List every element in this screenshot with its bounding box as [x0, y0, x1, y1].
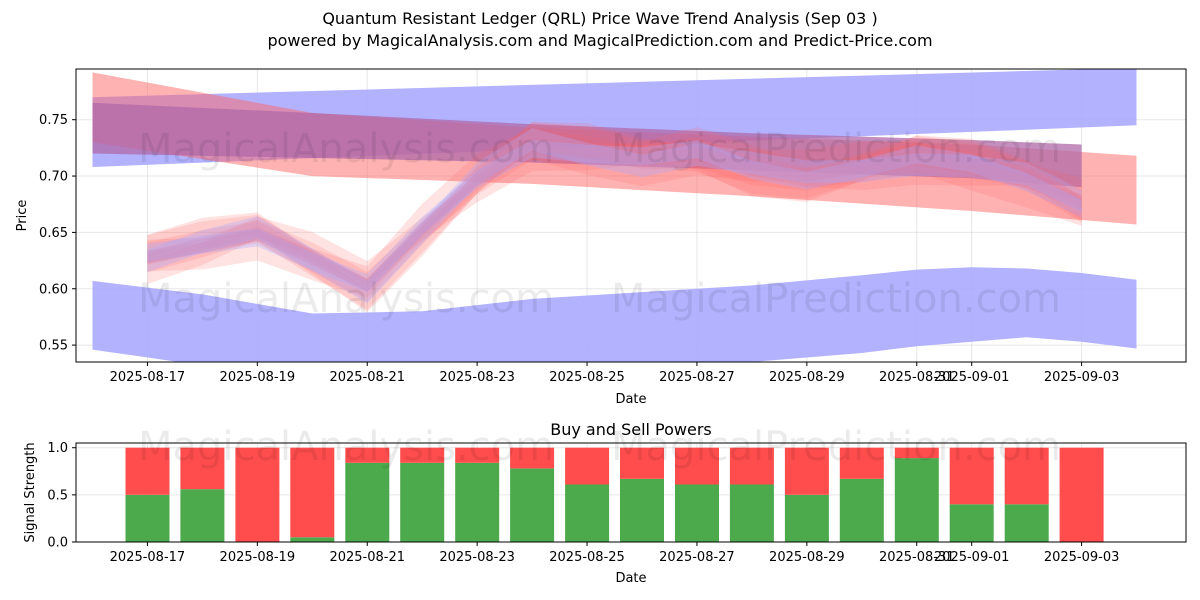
price-axes-frame [75, 68, 1187, 363]
signal-x-axis-label: Date [615, 571, 646, 586]
price-wave-blue-strand [147, 128, 1082, 304]
x-tick-label: 2025-09-03 [1044, 550, 1120, 565]
x-tick-label: 2025-08-27 [659, 370, 735, 385]
sell-bar [235, 447, 280, 542]
buy-bar [839, 478, 884, 542]
price-wave-strand [147, 129, 1082, 302]
sell-bar [784, 447, 829, 495]
buy-bar [1004, 504, 1049, 542]
x-tick-label: 2025-08-29 [769, 370, 845, 385]
price-x-axis: 2025-08-17 2025-08-19 2025-08-21 2025-08-23… [110, 362, 1120, 385]
buy-bar [125, 494, 170, 542]
price-wave-strand [147, 137, 1082, 292]
price-waves [147, 121, 1082, 313]
buy-bar [675, 484, 719, 542]
sell-bar [1059, 447, 1104, 542]
sell-bar [290, 447, 335, 538]
buy-bar [290, 537, 335, 542]
buy-bar [345, 462, 390, 542]
x-tick-label: 2025-08-17 [110, 550, 186, 565]
sell-bar [510, 447, 555, 469]
chart-title: Quantum Resistant Ledger (QRL) Price Wav… [322, 9, 878, 28]
x-tick-label: 2025-08-25 [549, 370, 625, 385]
buy-bar [180, 489, 225, 542]
buy-bar [400, 462, 445, 542]
y-tick-label: 0.65 [39, 226, 68, 241]
buy-bar [949, 504, 994, 542]
watermark-prediction: MagicalPrediction.com [611, 424, 1061, 470]
x-tick-label: 2025-08-23 [439, 370, 515, 385]
x-tick-label: 2025-08-21 [329, 370, 405, 385]
sell-bar [839, 447, 884, 479]
sell-bar [729, 447, 774, 485]
y-tick-label: 0.5 [47, 488, 68, 503]
buy-bar [729, 484, 774, 542]
x-tick-label: 2025-08-19 [220, 550, 296, 565]
signal-y-axis: 0.0 0.5 1.0 [47, 441, 76, 551]
x-tick-label: 2025-08-25 [549, 550, 625, 565]
watermark-analysis: MagicalAnalysis.com [138, 126, 554, 172]
sell-bar [125, 447, 170, 495]
price-x-axis-label: Date [615, 392, 646, 407]
buy-bar [565, 484, 610, 542]
buy-bar [510, 468, 555, 542]
signal-panel: Buy and Sell Powers MagicalAnalysis.com … [23, 420, 1187, 586]
signal-y-axis-label: Signal Strength [23, 442, 38, 542]
price-wave-strand [147, 127, 1082, 298]
sell-bar [894, 447, 939, 459]
signal-bars [125, 447, 1104, 542]
x-tick-label: 2025-08-31 [879, 550, 955, 565]
x-tick-label: 2025-09-03 [1044, 370, 1120, 385]
y-tick-label: 0.55 [39, 339, 68, 354]
signal-x-axis: 2025-08-17 2025-08-19 2025-08-21 2025-08-23… [110, 542, 1120, 565]
buy-bar [620, 478, 664, 542]
price-wave-strand [147, 127, 1082, 285]
watermark-prediction: MagicalPrediction.com [611, 126, 1061, 172]
sell-bar [675, 447, 719, 485]
sell-bar [345, 447, 390, 463]
x-tick-label: 2025-08-21 [329, 550, 405, 565]
x-tick-label: 2025-08-17 [110, 370, 186, 385]
y-tick-label: 0.60 [39, 282, 68, 297]
x-tick-label: 2025-09-01 [934, 370, 1010, 385]
x-tick-label: 2025-08-23 [439, 550, 515, 565]
sell-bar [180, 447, 225, 490]
lower-band [92, 267, 1137, 362]
price-y-axis: 0.55 0.60 0.65 0.70 0.75 [39, 113, 76, 354]
y-tick-label: 0.0 [47, 536, 68, 551]
price-panel: MagicalAnalysis.com MagicalPrediction.co… [15, 68, 1187, 407]
buy-bar [455, 462, 500, 542]
x-tick-label: 2025-09-01 [934, 550, 1010, 565]
sell-bar [1004, 447, 1049, 505]
y-tick-label: 1.0 [47, 441, 68, 456]
watermark-analysis: MagicalAnalysis.com [138, 424, 554, 470]
sell-bar [400, 447, 445, 463]
price-y-axis-label: Price [15, 200, 30, 232]
y-tick-label: 0.75 [39, 113, 68, 128]
x-tick-label: 2025-08-31 [879, 370, 955, 385]
sell-bar [949, 447, 994, 505]
buy-bar [894, 458, 939, 542]
y-tick-label: 0.70 [39, 170, 68, 185]
x-tick-label: 2025-08-29 [769, 550, 845, 565]
x-tick-label: 2025-08-27 [659, 550, 735, 565]
price-bands [92, 69, 1137, 362]
watermark-analysis: MagicalAnalysis.com [138, 276, 554, 322]
price-wave-strand [147, 122, 1082, 310]
signal-axes-frame [75, 442, 1187, 543]
sell-bar [565, 447, 610, 485]
x-tick-label: 2025-08-19 [220, 370, 296, 385]
price-wave-blue-strand [147, 139, 1082, 293]
sell-bar [455, 447, 500, 463]
purple-channel [92, 102, 1082, 188]
sell-bar [620, 447, 664, 479]
buy-bar [784, 494, 829, 542]
watermark-prediction: MagicalPrediction.com [611, 276, 1061, 322]
signal-panel-title: Buy and Sell Powers [550, 420, 712, 439]
chart-subtitle: powered by MagicalAnalysis.com and Magic… [267, 31, 933, 50]
price-wave-strand [147, 121, 1082, 313]
